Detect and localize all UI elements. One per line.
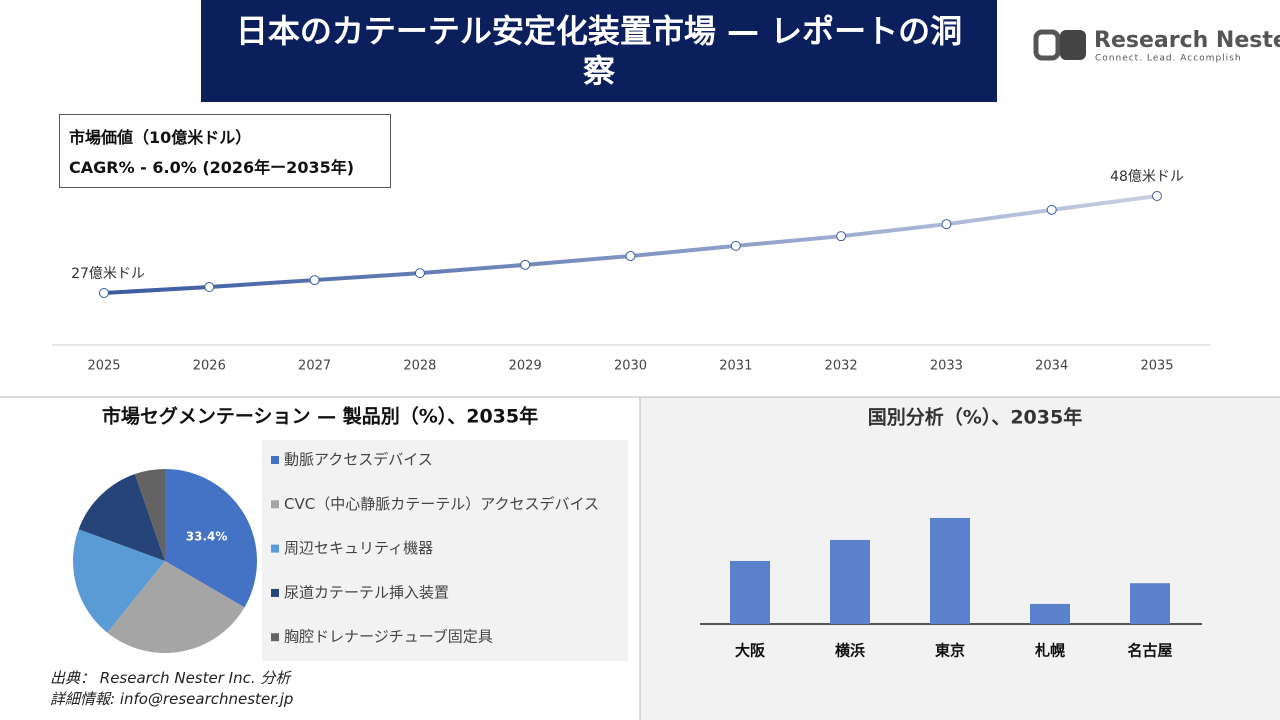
legend-label: 胸腔ドレナージチューブ固定具: [284, 628, 493, 646]
point: [99, 288, 109, 298]
info-box: 市場価値（10億米ドル） CAGR% - 6.0% (2026年ー2035年): [59, 114, 391, 188]
bar: [730, 560, 770, 624]
point: [730, 240, 741, 251]
pie-slice: [134, 469, 165, 561]
x-tick-label: 2028: [403, 359, 436, 374]
legend-bg: [262, 440, 628, 661]
logo: Research Nester Connect. Lead. Accomplis…: [1033, 28, 1280, 64]
legend-label: 周辺セキュリティ機器: [284, 539, 433, 557]
pie-slice: [107, 561, 245, 653]
x-tick-label: 横浜: [835, 642, 865, 660]
legend-label: CVC（中心静脈カテーテル）アクセスデバイス: [284, 495, 599, 513]
legend-swatch: [271, 588, 279, 597]
contact: 詳細情報: info@researchnester.jp: [50, 690, 294, 708]
point: [1152, 191, 1162, 201]
legend-swatch: [271, 633, 279, 642]
point: [941, 219, 952, 230]
pie-slice: [78, 474, 165, 561]
pie-title: 市場セグメンテーション — 製品別（%）、2035年: [102, 405, 538, 428]
point: [1046, 204, 1057, 215]
x-tick-label: 2033: [930, 359, 963, 374]
point: [836, 231, 847, 242]
pie-slice: [73, 529, 165, 633]
legend-swatch: [271, 544, 279, 553]
data-label: 27億米ドル: [71, 266, 145, 282]
x-tick-label: 2029: [509, 359, 542, 374]
x-tick-label: 大阪: [735, 642, 766, 660]
x-tick-label: 2026: [193, 359, 226, 374]
x-tick-label: 東京: [935, 642, 965, 660]
data-label: 33.4%: [186, 530, 228, 544]
bar: [830, 539, 870, 624]
bar: [1030, 603, 1070, 624]
source: 出典： Research Nester Inc. 分析: [50, 669, 291, 687]
bar-title: 国別分析（%）、2035年: [868, 406, 1082, 429]
line: [103, 194, 1158, 295]
bar: [1130, 583, 1170, 624]
legend-swatch: [271, 500, 279, 509]
point: [520, 259, 531, 270]
data-label: 48億米ドル: [1110, 169, 1184, 185]
x-tick-label: 2030: [614, 359, 647, 374]
pie-slice: [165, 469, 258, 608]
x-tick-label: 2031: [719, 359, 752, 374]
x-tick-label: 名古屋: [1127, 642, 1172, 660]
x-tick-label: 札幌: [1034, 642, 1065, 660]
x-tick-label: 2034: [1035, 359, 1068, 374]
x-tick-label: 2032: [825, 359, 858, 374]
logo-name: Research Nester: [1094, 28, 1280, 53]
legend-swatch: [271, 456, 279, 464]
logo-tagline: Connect. Lead. Accomplish: [1095, 54, 1242, 64]
point: [625, 251, 636, 262]
point: [414, 268, 425, 279]
subtitle: 市場価値（10億米ドル）: [69, 128, 252, 147]
legend-label: 動脈アクセスデバイス: [284, 451, 433, 469]
footer: 出典： Research Nester Inc. 分析 詳細情報: info@r…: [50, 668, 293, 710]
point: [204, 281, 215, 292]
x-tick-label: 2035: [1140, 359, 1173, 374]
legend-label: 尿道カテーテル挿入装置: [284, 583, 449, 601]
bar: [930, 518, 970, 624]
x-tick-label: 2025: [87, 359, 120, 374]
x-tick-label: 2027: [298, 359, 331, 374]
title-banner: 日本のカテーテル安定化装置市場 — レポートの洞察: [201, 0, 997, 102]
annotation: CAGR% - 6.0% (2026年ー2035年): [69, 158, 355, 177]
point: [309, 275, 320, 286]
